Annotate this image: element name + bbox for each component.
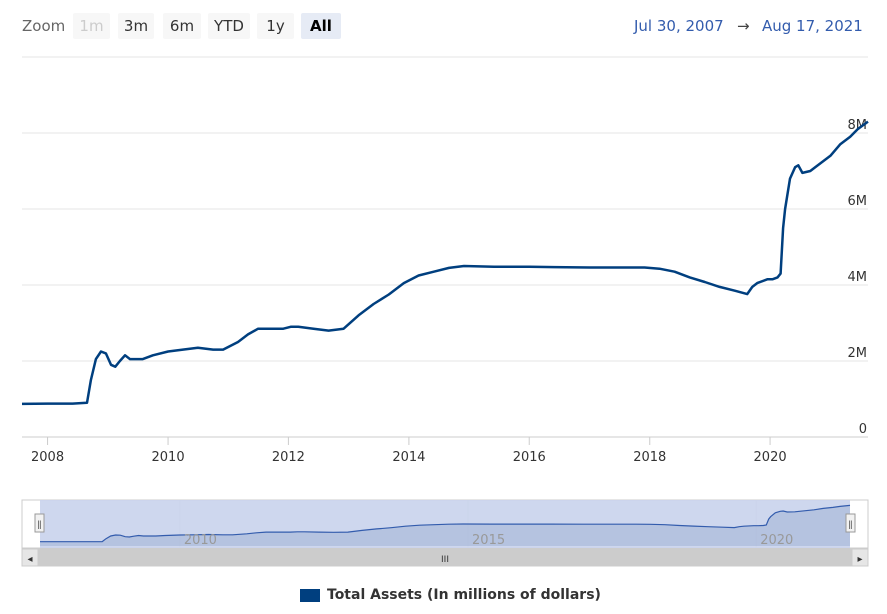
navigator-right-handle[interactable]: ǁ bbox=[845, 513, 856, 533]
navigator-tick-label: 2020 bbox=[760, 533, 793, 548]
x-tick-label: 2020 bbox=[754, 450, 787, 465]
left-handle-grip-icon: ǁ bbox=[37, 520, 41, 530]
scrollbar-right-button[interactable] bbox=[851, 548, 869, 567]
navigator[interactable]: 2010 2015 2020 ǁ ǁ bbox=[21, 499, 869, 549]
series-line-total-assets bbox=[21, 120, 869, 406]
navigator-left-handle[interactable]: ǁ bbox=[34, 513, 45, 533]
x-tick-label: 2008 bbox=[31, 450, 64, 465]
to-date-input[interactable]: Aug 17, 2021 bbox=[762, 17, 863, 35]
x-tick-label: 2010 bbox=[152, 450, 185, 465]
y-tick-label: 0 bbox=[859, 422, 867, 437]
scroll-right-arrow-icon: ▸ bbox=[857, 554, 862, 565]
y-axis-labels: 0 2M 4M 6M 8M bbox=[848, 118, 868, 437]
scrollbar[interactable]: III ◂ ▸ bbox=[21, 548, 869, 567]
y-tick-label: 2M bbox=[848, 346, 868, 361]
scrollbar-grip-icon: III bbox=[441, 555, 449, 565]
y-tick-label: 6M bbox=[848, 194, 868, 209]
grid-lines bbox=[22, 56, 868, 438]
zoom-1m-button[interactable]: 1m bbox=[73, 13, 110, 39]
navigator-tick-labels: 2010 2015 2020 bbox=[184, 533, 794, 548]
scroll-left-arrow-icon: ◂ bbox=[27, 554, 32, 565]
zoom-label: Zoom bbox=[22, 17, 66, 35]
legend-swatch bbox=[300, 589, 320, 602]
navigator-tick-label: 2010 bbox=[184, 533, 217, 548]
y-tick-label: 8M bbox=[848, 118, 868, 133]
x-tick-label: 2014 bbox=[392, 450, 425, 465]
range-selector-toolbar: Zoom 1m 3m 6m YTD 1y All Jul 30, 2007 → … bbox=[0, 0, 887, 50]
y-tick-label: 4M bbox=[848, 270, 868, 285]
navigator-series-area bbox=[40, 505, 850, 546]
zoom-6m-button[interactable]: 6m bbox=[163, 13, 201, 39]
navigator-series-line bbox=[40, 504, 851, 543]
from-date-input[interactable]: Jul 30, 2007 bbox=[634, 17, 724, 35]
legend-label[interactable]: Total Assets (In millions of dollars) bbox=[327, 587, 601, 603]
scrollbar-thumb[interactable] bbox=[38, 549, 852, 566]
scrollbar-left-button[interactable] bbox=[21, 548, 39, 567]
x-axis-labels: 2008 2010 2012 2014 2016 2018 2020 bbox=[31, 437, 787, 465]
right-handle-grip-icon: ǁ bbox=[848, 520, 852, 530]
navigator-tick-label: 2015 bbox=[472, 533, 505, 548]
x-tick-label: 2016 bbox=[513, 450, 546, 465]
zoom-ytd-button[interactable]: YTD bbox=[208, 13, 250, 39]
x-tick-label: 2018 bbox=[633, 450, 666, 465]
zoom-all-button[interactable]: All bbox=[301, 13, 341, 39]
zoom-3m-button[interactable]: 3m bbox=[118, 13, 154, 39]
chart-area: 0 2M 4M 6M 8M 2008 2010 2012 2014 2016 2018 2020 2… bbox=[21, 56, 869, 567]
x-tick-label: 2012 bbox=[272, 450, 305, 465]
date-range-arrow-icon: → bbox=[737, 17, 750, 35]
zoom-1y-button[interactable]: 1y bbox=[257, 13, 294, 39]
